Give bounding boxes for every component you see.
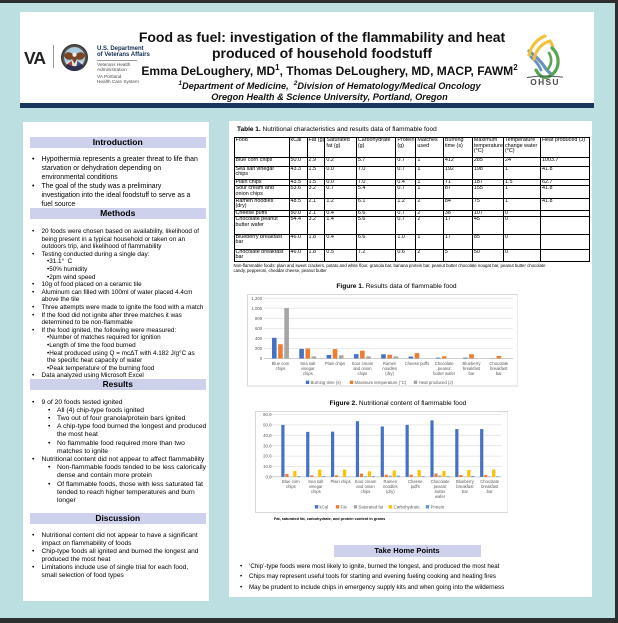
svg-text:Chocolate: Chocolate	[480, 479, 500, 484]
svg-text:breakfast: breakfast	[481, 484, 499, 489]
svg-text:Carbohydrate: Carbohydrate	[393, 504, 420, 509]
svg-text:(dry): (dry)	[385, 489, 394, 494]
svg-text:Plain chips: Plain chips	[330, 479, 350, 484]
svg-text:Blueberry: Blueberry	[455, 479, 474, 484]
svg-text:peanut: peanut	[433, 484, 447, 489]
svg-text:chips: chips	[302, 371, 312, 376]
svg-text:10.0: 10.0	[263, 464, 272, 469]
svg-text:chips: chips	[357, 371, 367, 376]
svg-text:puffs: puffs	[410, 484, 419, 489]
svg-text:Blue corn: Blue corn	[282, 479, 300, 484]
svg-text:600: 600	[255, 326, 263, 331]
svg-text:40.0: 40.0	[263, 432, 272, 437]
svg-text:Ramen: Ramen	[383, 479, 397, 484]
svg-text:breakfast: breakfast	[456, 484, 474, 489]
svg-text:bar: bar	[486, 489, 493, 494]
svg-text:chips: chips	[275, 366, 285, 371]
svg-text:(dry): (dry)	[385, 371, 394, 376]
svg-text:Plain chips: Plain chips	[324, 361, 344, 366]
svg-text:1,200: 1,200	[251, 296, 262, 301]
svg-text:1,000: 1,000	[251, 306, 262, 311]
svg-text:vinegar: vinegar	[300, 366, 314, 371]
svg-text:chips: chips	[286, 484, 296, 489]
svg-text:noodles: noodles	[382, 484, 397, 489]
svg-text:butter wafer: butter wafer	[433, 371, 456, 376]
svg-text:Sour cream: Sour cream	[354, 479, 376, 484]
svg-text:vinegar: vinegar	[308, 484, 322, 489]
svg-text:400: 400	[255, 336, 263, 341]
svg-text:Heat produced (J): Heat produced (J)	[418, 380, 453, 385]
svg-text:Chocolate: Chocolate	[434, 361, 454, 366]
svg-text:Cheese: Cheese	[407, 479, 422, 484]
svg-text:Ramen: Ramen	[382, 361, 396, 366]
svg-text:Fat: Fat	[340, 504, 347, 509]
svg-text:bar: bar	[468, 371, 475, 376]
svg-text:bar: bar	[461, 489, 468, 494]
svg-text:bar: bar	[495, 371, 502, 376]
svg-text:0: 0	[259, 356, 262, 361]
svg-text:Sour cream: Sour cream	[351, 361, 373, 366]
svg-text:Chocolate: Chocolate	[489, 361, 509, 366]
svg-text:Protein: Protein	[430, 504, 444, 509]
svg-text:0.0: 0.0	[265, 474, 272, 479]
svg-text:Maximum temperature (°C): Maximum temperature (°C)	[354, 380, 406, 385]
svg-text:peanut: peanut	[437, 366, 451, 371]
svg-text:Sea salt: Sea salt	[300, 361, 316, 366]
svg-text:Cheese puffs: Cheese puffs	[404, 361, 429, 366]
svg-text:20.0: 20.0	[263, 453, 272, 458]
svg-text:Blueberry: Blueberry	[462, 361, 481, 366]
svg-text:chips: chips	[360, 489, 370, 494]
svg-text:breakfast: breakfast	[490, 366, 508, 371]
svg-text:Sea salt: Sea salt	[308, 479, 324, 484]
svg-text:kCal: kCal	[319, 504, 328, 509]
svg-text:chips: chips	[310, 489, 320, 494]
svg-text:800: 800	[255, 316, 263, 321]
svg-text:breakfast: breakfast	[462, 366, 480, 371]
svg-text:Blue corn: Blue corn	[271, 361, 289, 366]
svg-text:200: 200	[255, 346, 263, 351]
svg-text:50.0: 50.0	[263, 422, 272, 427]
svg-text:30.0: 30.0	[263, 443, 272, 448]
svg-text:noodles: noodles	[382, 366, 397, 371]
svg-text:butter: butter	[434, 489, 445, 494]
svg-text:60.0: 60.0	[263, 412, 272, 417]
svg-text:and onion: and onion	[353, 366, 372, 371]
svg-text:Burning time (s): Burning time (s)	[310, 380, 341, 385]
svg-text:wafer: wafer	[434, 494, 445, 499]
svg-text:Saturated fat: Saturated fat	[358, 504, 383, 509]
svg-text:and onion: and onion	[356, 484, 375, 489]
svg-text:Chocolate: Chocolate	[430, 479, 450, 484]
